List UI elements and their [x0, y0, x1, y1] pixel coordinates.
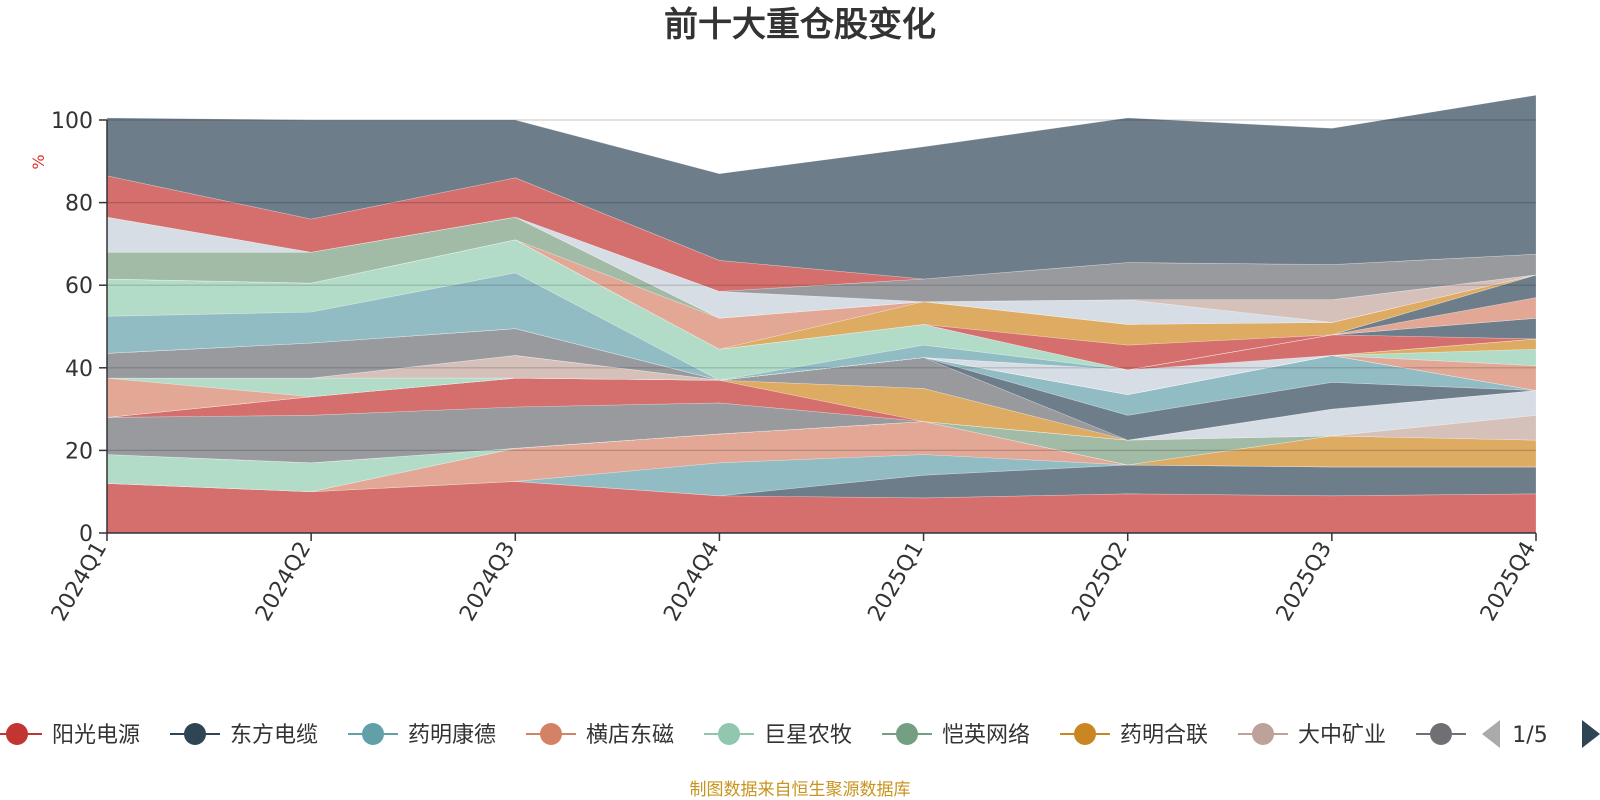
legend-marker-8 — [1430, 723, 1452, 745]
area-series-36 — [106, 216, 1537, 303]
legend-label-3: 横店东磁 — [586, 723, 674, 748]
gridlines — [107, 119, 1536, 451]
legend-marker-1 — [184, 723, 206, 745]
legend-marker-6 — [1074, 723, 1096, 745]
legend-next-arrow-icon[interactable] — [1582, 720, 1600, 748]
legend-label-7: 大中矿业 — [1298, 723, 1386, 748]
data-source-note: 制图数据来自恒生聚源数据库 — [690, 780, 911, 800]
legend-prev-arrow-icon[interactable] — [1482, 720, 1500, 748]
legend-label-0: 阳光电源 — [52, 723, 140, 748]
x-tick-label-1: 2024Q2 — [251, 538, 316, 626]
legend-marker-4 — [718, 723, 740, 745]
legend-marker-0 — [6, 723, 28, 745]
legend-page-indicator: 1/5 — [1512, 723, 1547, 748]
x-tick-label-5: 2025Q2 — [1068, 538, 1133, 626]
x-tick-label-3: 2024Q4 — [659, 538, 724, 626]
y-tick-label-3: 60 — [65, 274, 93, 299]
legend-item-5[interactable]: 恺英网络 — [882, 723, 1030, 748]
area-series-2 — [106, 454, 1536, 497]
legend-item-0[interactable]: 阳光电源 — [0, 723, 140, 748]
legend-item-2[interactable]: 药明康德 — [348, 723, 496, 748]
x-tick-label-2: 2024Q3 — [455, 538, 520, 626]
area-series-group — [106, 94, 1537, 534]
y-tick-label-0: 0 — [79, 522, 93, 547]
legend-item-7[interactable]: 大中矿业 — [1238, 723, 1386, 748]
legend-label-4: 巨星农牧 — [764, 723, 852, 748]
area-series-27 — [106, 239, 1537, 371]
legend-item-8[interactable] — [1416, 723, 1466, 745]
x-tick-label-6: 2025Q3 — [1272, 538, 1337, 626]
area-series-28 — [106, 239, 1537, 371]
legend-item-4[interactable]: 巨星农牧 — [704, 723, 852, 748]
area-series-5 — [106, 421, 1537, 493]
legend: 阳光电源 东方电缆 药明康德 横店东磁 巨星农牧 恺英网络 药明合联 大中矿业 — [0, 723, 1466, 748]
chart-title: 前十大重仓股变化 — [664, 5, 936, 45]
legend-label-2: 药明康德 — [408, 723, 496, 748]
x-tick-label-0: 2024Q1 — [47, 538, 112, 626]
y-tick-label-1: 20 — [65, 439, 93, 464]
legend-item-6[interactable]: 药明合联 — [1060, 723, 1208, 748]
legend-marker-5 — [896, 723, 918, 745]
legend-label-5: 恺英网络 — [942, 723, 1030, 748]
x-tick-label-4: 2025Q1 — [863, 538, 928, 626]
legend-label-6: 药明合联 — [1120, 723, 1208, 748]
area-series-8 — [106, 390, 1537, 464]
x-tick-label-7: 2025Q4 — [1476, 538, 1541, 626]
area-series-4 — [106, 421, 1537, 493]
y-tick-label-5: 100 — [51, 109, 93, 134]
legend-marker-3 — [540, 723, 562, 745]
y-tick-label-2: 40 — [65, 357, 93, 382]
legend-marker-7 — [1252, 723, 1274, 745]
y-axis-unit: % — [29, 154, 48, 169]
area-series-3 — [106, 421, 1536, 493]
area-series-7 — [106, 414, 1537, 464]
area-series-1 — [106, 464, 1537, 499]
legend-item-1[interactable]: 东方电缆 — [170, 723, 318, 748]
legend-item-3[interactable]: 横店东磁 — [526, 723, 674, 748]
area-series-38 — [106, 94, 1537, 280]
legend-label-1: 东方电缆 — [230, 723, 318, 748]
y-tick-label-4: 80 — [65, 192, 93, 217]
legend-marker-2 — [362, 723, 384, 745]
